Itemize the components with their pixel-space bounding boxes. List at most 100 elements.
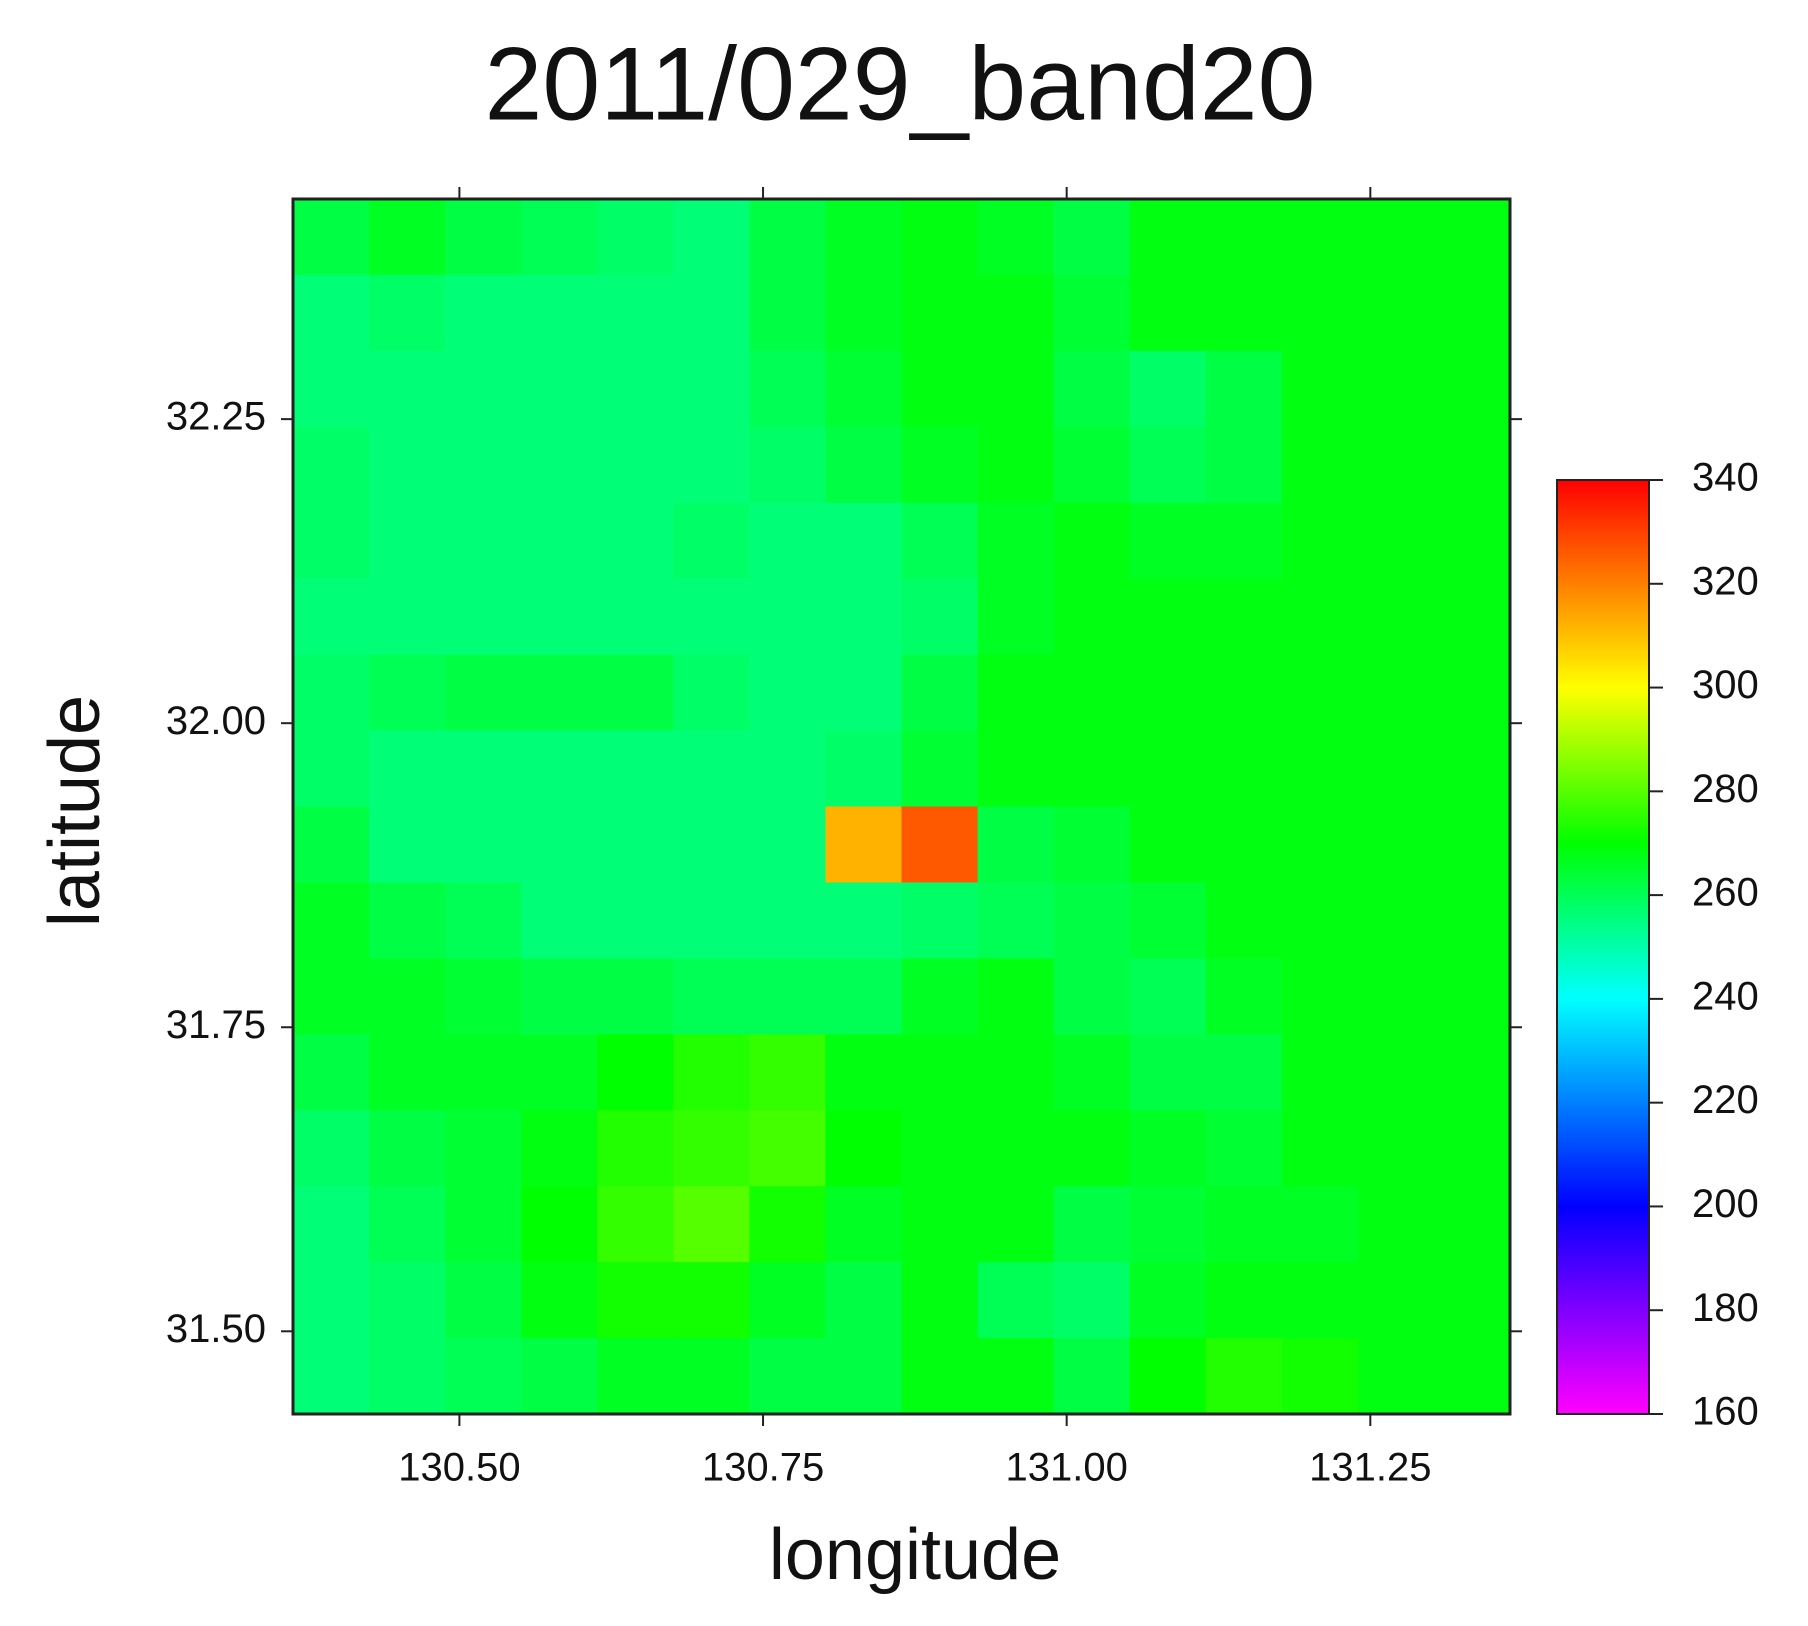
heatmap-cell (521, 958, 598, 1035)
heatmap-cell (901, 350, 979, 428)
heatmap-cell (1433, 806, 1511, 884)
heatmap-cell (445, 1034, 522, 1111)
colorbar-tick-label: 340 (1692, 456, 1759, 500)
heatmap-cell (977, 274, 1055, 352)
heatmap-cell (673, 730, 750, 808)
heatmap-cell (1433, 578, 1511, 656)
heatmap-cell (977, 350, 1055, 428)
heatmap-cell (1281, 502, 1359, 580)
heatmap-cell (673, 1186, 750, 1263)
heatmap-cell (673, 274, 750, 352)
heatmap-cell (1205, 1034, 1283, 1111)
heatmap-cell (749, 882, 827, 959)
heatmap-cell (1053, 806, 1131, 884)
heatmap-cell (1357, 882, 1435, 959)
heatmap-cell (521, 806, 598, 884)
heatmap-cell (825, 1034, 903, 1111)
heatmap-cell (1053, 1034, 1131, 1111)
heatmap-cell (1433, 1186, 1511, 1263)
heatmap-cell (1129, 1262, 1207, 1339)
heatmap-cell (445, 1110, 522, 1187)
heatmap-cell (1205, 882, 1283, 959)
heatmap-cell (521, 274, 598, 352)
colorbar-tick-label: 160 (1692, 1390, 1759, 1434)
heatmap-cell (1281, 274, 1359, 352)
heatmap-cell (1281, 199, 1359, 276)
heatmap-cell (293, 199, 370, 276)
heatmap-cell (977, 1110, 1055, 1187)
heatmap-cell (1053, 1186, 1131, 1263)
colorbar (1556, 479, 1650, 1415)
heatmap (293, 199, 1511, 1415)
heatmap-cell (901, 426, 979, 504)
heatmap-cell (977, 654, 1055, 732)
heatmap-cell (1205, 958, 1283, 1035)
heatmap-cell (445, 654, 522, 732)
heatmap-cell (293, 1262, 370, 1339)
heatmap-cell (1053, 199, 1131, 276)
heatmap-cell (1357, 199, 1435, 276)
heatmap-cell (597, 199, 674, 276)
heatmap-cell (369, 1262, 446, 1339)
heatmap-cell (293, 274, 370, 352)
heatmap-cell (673, 1034, 750, 1111)
heatmap-cell (1205, 502, 1283, 580)
heatmap-cell (1433, 958, 1511, 1035)
heatmap-cell (1053, 654, 1131, 732)
heatmap-cell (749, 1186, 827, 1263)
heatmap-cell (1129, 1338, 1207, 1415)
heatmap-cell (825, 1338, 903, 1415)
heatmap-cell (521, 350, 598, 428)
heatmap-cell (673, 502, 750, 580)
heatmap-cell (369, 730, 446, 808)
heatmap-cell (597, 1186, 674, 1263)
heatmap-cell (1129, 426, 1207, 504)
heatmap-cell (673, 350, 750, 428)
heatmap-cell (521, 654, 598, 732)
heatmap-cell (1205, 350, 1283, 428)
heatmap-cell (901, 1034, 979, 1111)
heatmap-cell (1053, 578, 1131, 656)
heatmap-cell (369, 274, 446, 352)
heatmap-cell (445, 199, 522, 276)
heatmap-cell (369, 1338, 446, 1415)
heatmap-cell (901, 1110, 979, 1187)
heatmap-cell (1053, 882, 1131, 959)
heatmap-cell (825, 502, 903, 580)
heatmap-cell (1053, 350, 1131, 428)
heatmap-cell (749, 654, 827, 732)
heatmap-cell (1433, 426, 1511, 504)
heatmap-cell (597, 350, 674, 428)
heatmap-cell (977, 882, 1055, 959)
heatmap-cell (1357, 426, 1435, 504)
plot-frame (291, 197, 1512, 1416)
heatmap-cell (369, 1186, 446, 1263)
heatmap-cell (597, 654, 674, 732)
heatmap-cell (445, 730, 522, 808)
heatmap-cell (977, 958, 1055, 1035)
heatmap-cell (293, 350, 370, 428)
heatmap-cell (1357, 1262, 1435, 1339)
heatmap-cell (901, 654, 979, 732)
heatmap-cell (1357, 1110, 1435, 1187)
heatmap-cell (597, 1338, 674, 1415)
heatmap-cell (369, 882, 446, 959)
heatmap-cell (445, 1262, 522, 1339)
heatmap-cell (1357, 1186, 1435, 1263)
heatmap-cell (1357, 502, 1435, 580)
heatmap-cell (1433, 274, 1511, 352)
heatmap-cell (1357, 350, 1435, 428)
heatmap-cell (825, 1110, 903, 1187)
heatmap-cell (825, 1262, 903, 1339)
heatmap-cell (293, 654, 370, 732)
heatmap-cell (597, 1110, 674, 1187)
heatmap-cell (369, 1110, 446, 1187)
heatmap-cell (1433, 654, 1511, 732)
heatmap-cell (749, 730, 827, 808)
heatmap-cell (901, 274, 979, 352)
heatmap-cell (977, 199, 1055, 276)
heatmap-cell (1281, 1186, 1359, 1263)
heatmap-cell (977, 1186, 1055, 1263)
heatmap-cell (1053, 958, 1131, 1035)
